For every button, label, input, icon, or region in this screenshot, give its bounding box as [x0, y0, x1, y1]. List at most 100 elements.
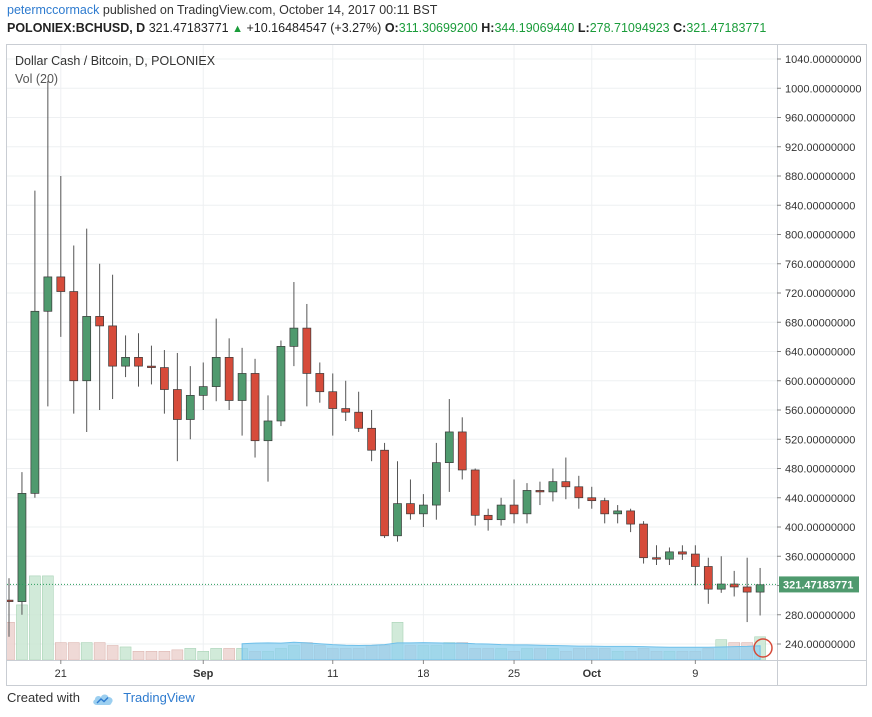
- candle-down[interactable]: [574, 486, 584, 499]
- y-tick-label: 560.00000000: [785, 405, 855, 417]
- candle-up[interactable]: [198, 386, 208, 396]
- volume-bar: [171, 649, 184, 661]
- y-tick-label: 1000.00000000: [785, 83, 861, 95]
- candle-down[interactable]: [509, 504, 519, 515]
- candle-up[interactable]: [548, 481, 558, 493]
- volume-bar: [67, 642, 80, 661]
- volume-bar: [42, 575, 54, 661]
- volume-bar: [54, 642, 67, 661]
- candle-down[interactable]: [160, 367, 169, 390]
- candle-down[interactable]: [535, 490, 545, 493]
- candle-up[interactable]: [185, 395, 195, 420]
- candle-down[interactable]: [626, 510, 635, 525]
- candle-down[interactable]: [250, 373, 260, 442]
- candle-down[interactable]: [302, 327, 312, 374]
- candle-down[interactable]: [742, 586, 752, 593]
- chart-frame[interactable]: 1040.00000000 1000.00000000 960.00000000 92…: [6, 44, 867, 686]
- candle-down[interactable]: [587, 497, 597, 502]
- candle-down[interactable]: [561, 481, 571, 488]
- volume-bar: [29, 575, 41, 661]
- candle-up[interactable]: [121, 357, 130, 367]
- chart-title: Dollar Cash / Bitcoin, D, POLONIEX: [15, 54, 216, 68]
- candle-down[interactable]: [147, 365, 156, 368]
- x-tick-label: 9: [692, 668, 698, 680]
- volume-bar: [158, 650, 171, 661]
- high-label: H:: [481, 21, 495, 35]
- candle-down[interactable]: [7, 599, 14, 602]
- candle-down[interactable]: [457, 431, 467, 471]
- candle-down[interactable]: [690, 553, 700, 567]
- candle-down[interactable]: [729, 583, 739, 588]
- candle-down[interactable]: [678, 551, 687, 555]
- candle-down[interactable]: [406, 503, 415, 515]
- candle-down[interactable]: [224, 357, 234, 401]
- published-text: published on TradingView.com, October 14…: [102, 3, 438, 17]
- candle-up[interactable]: [522, 490, 532, 515]
- candle-down[interactable]: [639, 523, 648, 559]
- y-tick-label: 720.00000000: [785, 288, 855, 300]
- candle-down[interactable]: [69, 291, 79, 382]
- candle-down[interactable]: [652, 557, 661, 560]
- candle-up[interactable]: [17, 493, 27, 602]
- last-price: 321.47183771: [148, 21, 229, 35]
- candle-down[interactable]: [95, 316, 105, 327]
- publisher-link[interactable]: petermccormack: [7, 3, 100, 17]
- candle-up[interactable]: [263, 420, 273, 442]
- low-value: 278.71094923: [589, 21, 670, 35]
- y-tick-label: 920.00000000: [785, 142, 855, 154]
- candle-up[interactable]: [237, 373, 247, 401]
- candle-down[interactable]: [367, 427, 376, 451]
- candle-down[interactable]: [470, 469, 480, 516]
- candle-up[interactable]: [665, 551, 674, 560]
- close-label: C:: [673, 21, 687, 35]
- candle-up[interactable]: [419, 504, 428, 515]
- y-tick-label: 960.00000000: [785, 113, 855, 125]
- candle-down[interactable]: [328, 391, 338, 409]
- y-tick-label: 680.00000000: [785, 317, 855, 329]
- candle-down[interactable]: [703, 566, 713, 590]
- y-tick-label: 280.00000000: [785, 610, 855, 622]
- published-line: petermccormack published on TradingView.…: [7, 3, 437, 17]
- y-tick-label: 520.00000000: [785, 434, 855, 446]
- y-tick-label: 400.00000000: [785, 522, 855, 534]
- volume-bar: [223, 648, 235, 661]
- candle-up[interactable]: [82, 316, 92, 382]
- x-tick-label: 18: [417, 668, 429, 680]
- candle-up[interactable]: [289, 327, 299, 347]
- y-tick-label: 840.00000000: [785, 200, 855, 212]
- x-tick-label: 11: [327, 668, 338, 680]
- candle-down[interactable]: [354, 411, 363, 429]
- candle-up[interactable]: [444, 431, 454, 463]
- symbol-label: POLONIEX:BCHUSD, D: [7, 21, 146, 35]
- y-tick-label: 360.00000000: [785, 551, 855, 563]
- candle-up[interactable]: [43, 276, 53, 312]
- volume-legend: Vol (20): [15, 72, 58, 86]
- candle-up[interactable]: [211, 357, 221, 387]
- volume-bar: [7, 621, 15, 661]
- y-tick-label: 640.00000000: [785, 347, 855, 359]
- candle-down[interactable]: [483, 514, 493, 521]
- candle-up[interactable]: [613, 510, 623, 515]
- candle-down[interactable]: [173, 389, 182, 420]
- candle-up[interactable]: [30, 310, 40, 494]
- candle-down[interactable]: [134, 357, 143, 367]
- volume-bar: [106, 645, 119, 661]
- candle-down[interactable]: [56, 276, 66, 292]
- candle-up[interactable]: [393, 503, 402, 537]
- candle-up[interactable]: [496, 504, 506, 521]
- y-tick-label: 600.00000000: [785, 376, 855, 388]
- candle-down[interactable]: [380, 449, 389, 537]
- candle-down[interactable]: [108, 325, 117, 367]
- price-chart[interactable]: 1040.000000001000.00000000960.0000000092…: [7, 45, 866, 685]
- candle-down[interactable]: [341, 408, 351, 413]
- x-tick-label: Oct: [583, 668, 602, 680]
- y-tick-label: 480.00000000: [785, 464, 855, 476]
- candle-up[interactable]: [432, 462, 441, 506]
- tradingview-link[interactable]: TradingView: [123, 690, 195, 705]
- candle-down[interactable]: [315, 373, 325, 393]
- x-tick-label: 25: [508, 668, 520, 680]
- close-value: 321.47183771: [686, 21, 767, 35]
- candle-up[interactable]: [755, 584, 765, 593]
- candle-up[interactable]: [276, 346, 286, 422]
- candle-down[interactable]: [600, 500, 610, 515]
